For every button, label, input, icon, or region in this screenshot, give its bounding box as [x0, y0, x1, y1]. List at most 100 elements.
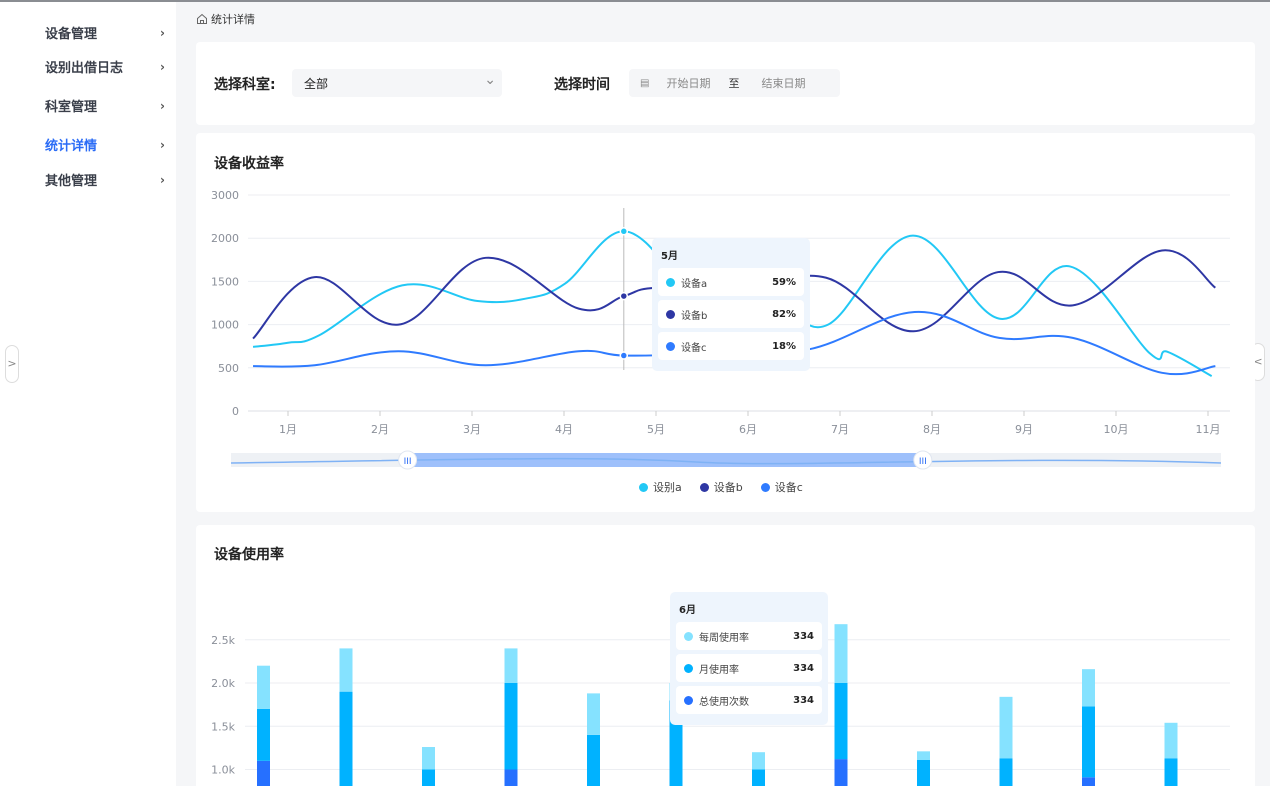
series-dot-icon: [666, 341, 675, 351]
chevron-right-icon: ›: [160, 59, 165, 74]
bar-segment: [504, 683, 518, 770]
hover-point: [619, 291, 629, 301]
y-tick-label: 1.0k: [211, 764, 235, 777]
end-date-input[interactable]: 结束日期: [761, 77, 806, 90]
legend-dot-icon: [699, 482, 709, 492]
tooltip-row: 设备b 82%: [658, 300, 804, 328]
x-tick-label: 7月: [831, 423, 849, 436]
department-label: 选择科室:: [214, 77, 276, 93]
y-tick-label: 2.0k: [211, 677, 235, 690]
y-tick-label: 1500: [211, 275, 239, 288]
bar-segment: [1082, 777, 1095, 786]
bar-segment: [339, 691, 353, 786]
breadcrumb: 统计详情: [196, 11, 255, 27]
tooltip-value: 334: [793, 662, 814, 674]
sidebar-item-department[interactable]: 科室管理 ›: [45, 96, 165, 116]
series-dot-icon: [684, 663, 693, 673]
sidebar-item-label: 设备管理: [45, 27, 98, 42]
bar-segment: [834, 624, 848, 683]
x-tick-label: 3月: [463, 423, 481, 436]
bar-segment: [339, 648, 353, 692]
series-dot-icon: [666, 309, 675, 319]
legend-item[interactable]: 设别a: [639, 479, 682, 495]
chart-legend: 设别a 设备b 设备c: [639, 479, 803, 495]
time-label: 选择时间: [554, 77, 610, 93]
chevron-down-icon: ⌄: [484, 72, 496, 88]
y-tick-label: 1000: [211, 319, 239, 332]
sidebar: 设备管理 › 设别出借日志 › 科室管理 › 统计详情 › 其他管理 ›: [0, 2, 176, 786]
y-tick-label: 0: [232, 405, 239, 418]
bar-segment: [504, 769, 518, 786]
chevron-right-icon: ›: [160, 25, 165, 40]
tooltip-label: 月使用率: [699, 664, 739, 676]
sidebar-item-label: 统计详情: [45, 139, 98, 154]
bar-segment: [422, 769, 435, 786]
chevron-right-icon: ›: [160, 98, 165, 113]
bar-segment: [999, 696, 1013, 759]
bar-segment: [1082, 669, 1095, 707]
grip-icon: III: [919, 457, 927, 467]
bar-segment: [504, 648, 518, 683]
y-tick-label: 3000: [211, 189, 239, 202]
x-tick-label: 8月: [923, 423, 941, 436]
handle-circle: [913, 450, 933, 470]
sidebar-item-statistics[interactable]: 统计详情 ›: [45, 135, 165, 155]
bar-segment: [752, 769, 765, 786]
bar-segment: [834, 683, 848, 760]
series-dot-icon: [666, 277, 675, 287]
bar-segment: [587, 734, 600, 786]
home-icon[interactable]: [196, 13, 208, 25]
sidebar-item-lending-log[interactable]: 设别出借日志 ›: [45, 57, 165, 77]
tooltip-row: 设备a 59%: [658, 268, 804, 296]
tooltip-label: 总使用次数: [699, 696, 749, 708]
tooltip-value: 59%: [772, 276, 796, 288]
start-date-input[interactable]: 开始日期: [666, 77, 711, 90]
usage-chart-card: 设备使用率 0.5k1.0k1.5k2.0k2.5k 6月 每周使用率334月使…: [196, 525, 1255, 786]
date-range-picker[interactable]: ▤ 开始日期 至 结束日期: [629, 69, 840, 97]
tooltip-title: 6月: [679, 605, 696, 616]
tooltip-title: 5月: [661, 251, 678, 262]
x-tick-label: 10月: [1104, 423, 1129, 436]
grip-icon: III: [404, 457, 412, 467]
sidebar-item-device-management[interactable]: 设备管理 ›: [45, 23, 165, 43]
tooltip-value: 334: [793, 630, 814, 642]
bar-segment: [752, 752, 765, 770]
tooltip-value: 82%: [772, 308, 796, 320]
zoom-slider-handle[interactable]: III: [913, 450, 933, 470]
chevron-right-icon: ›: [160, 172, 165, 187]
bar-segment: [917, 759, 930, 786]
bar-segment: [587, 693, 600, 735]
x-tick-label: 5月: [647, 423, 665, 436]
calendar-icon: ▤: [640, 77, 650, 89]
bar-segment: [257, 665, 270, 709]
expand-sidebar-handle[interactable]: >: [5, 345, 19, 383]
x-tick-label: 2月: [371, 423, 389, 436]
series-dot-icon: [684, 695, 693, 705]
legend-item[interactable]: 设备b: [699, 479, 743, 495]
tooltip-row: 每周使用率 334: [676, 622, 822, 650]
legend-dot-icon: [760, 482, 770, 492]
window-top-border: [0, 0, 1270, 2]
tooltip-row: 设备c 18%: [658, 332, 804, 360]
hover-point: [619, 351, 629, 360]
legend-item[interactable]: 设备c: [760, 479, 803, 495]
legend-label: 设备c: [774, 481, 803, 494]
sidebar-item-other[interactable]: 其他管理 ›: [45, 170, 165, 190]
x-tick-label: 1月: [279, 423, 297, 436]
legend-label: 设别a: [653, 481, 682, 494]
bar-segment: [422, 747, 435, 770]
zoom-slider-preview: [230, 457, 1222, 465]
bar-segment: [917, 751, 930, 760]
tooltip-label: 设备b: [681, 310, 708, 322]
series-dot-icon: [684, 631, 693, 641]
tooltip-label: 设备c: [681, 342, 707, 354]
department-value: 全部: [304, 77, 329, 91]
sidebar-item-label: 其他管理: [45, 174, 98, 189]
department-select[interactable]: 全部 ⌄: [292, 69, 502, 97]
tooltip-row: 总使用次数 334: [676, 686, 822, 714]
tooltip-row: 月使用率 334: [676, 654, 822, 682]
zoom-slider-handle[interactable]: III: [398, 450, 418, 470]
tooltip-label: 每周使用率: [699, 632, 749, 644]
revenue-chart-card: 设备收益率 0 500 1000 1500 2000 3000 1月 2月 3月 4月 5月 6月 7月…: [196, 133, 1255, 512]
legend-label: 设备b: [713, 481, 743, 494]
